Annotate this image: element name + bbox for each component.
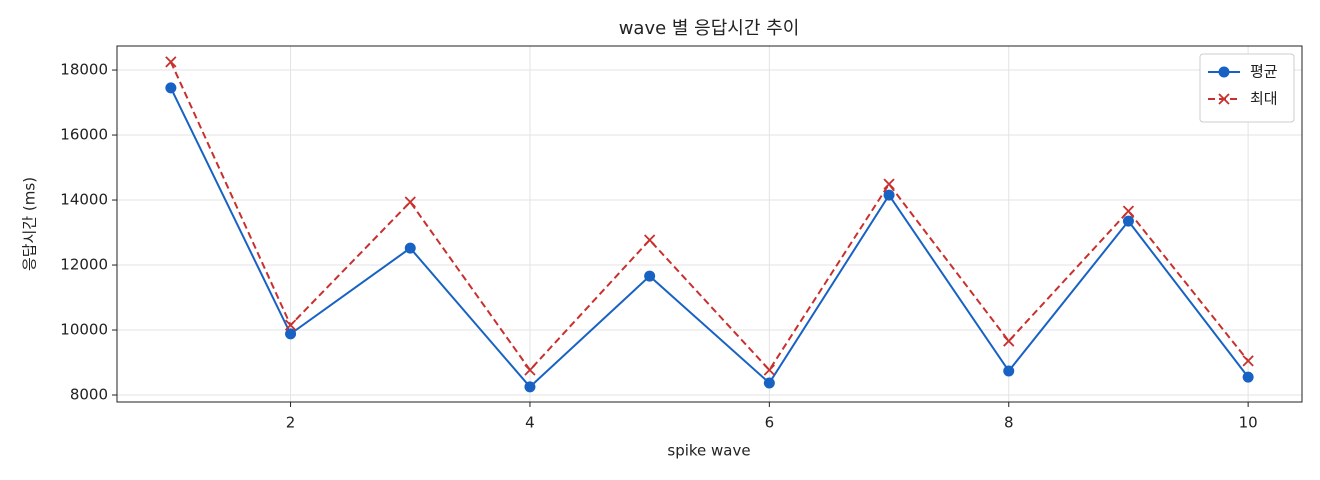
y-tick-label: 10000	[60, 321, 108, 339]
legend-marker	[1218, 93, 1230, 105]
legend-label: 최대	[1250, 90, 1278, 108]
x-tick-label: 10	[1239, 414, 1258, 432]
marker	[1003, 335, 1015, 347]
marker	[165, 56, 177, 68]
marker	[763, 377, 775, 389]
legend-marker	[1218, 66, 1230, 78]
marker	[285, 328, 297, 340]
marker	[1122, 215, 1134, 227]
marker	[883, 178, 895, 190]
plot-frame	[116, 45, 1303, 403]
legend-label: 평균	[1250, 63, 1278, 81]
marker	[524, 381, 536, 393]
marker	[284, 319, 297, 331]
x-tick-label: 6	[765, 414, 775, 432]
y-tick-label: 18000	[60, 61, 108, 79]
y-tick-label: 8000	[70, 386, 108, 404]
marker	[644, 270, 656, 282]
marker	[165, 82, 177, 94]
y-tick-label: 12000	[60, 256, 108, 274]
legend-box	[1199, 53, 1295, 123]
marker	[763, 364, 775, 376]
y-tick-label: 14000	[60, 191, 108, 209]
marker	[1242, 371, 1254, 383]
chart-title: wave 별 응답시간 추이	[619, 18, 800, 39]
x-axis-label: spike wave	[667, 442, 750, 460]
y-tick-label: 16000	[60, 126, 108, 144]
marker	[404, 242, 416, 254]
marker	[524, 364, 536, 376]
marker	[883, 189, 895, 201]
marker	[404, 196, 416, 208]
x-tick-label: 2	[286, 414, 296, 432]
x-tick-label: 4	[525, 414, 535, 432]
y-axis-label: 응답시간 (ms)	[21, 177, 39, 271]
marker	[1003, 365, 1015, 377]
x-tick-label: 8	[1004, 414, 1014, 432]
series-line	[169, 87, 1249, 389]
marker	[1122, 205, 1135, 217]
series-line	[169, 61, 1249, 372]
marker	[1242, 355, 1254, 367]
marker	[644, 234, 656, 246]
